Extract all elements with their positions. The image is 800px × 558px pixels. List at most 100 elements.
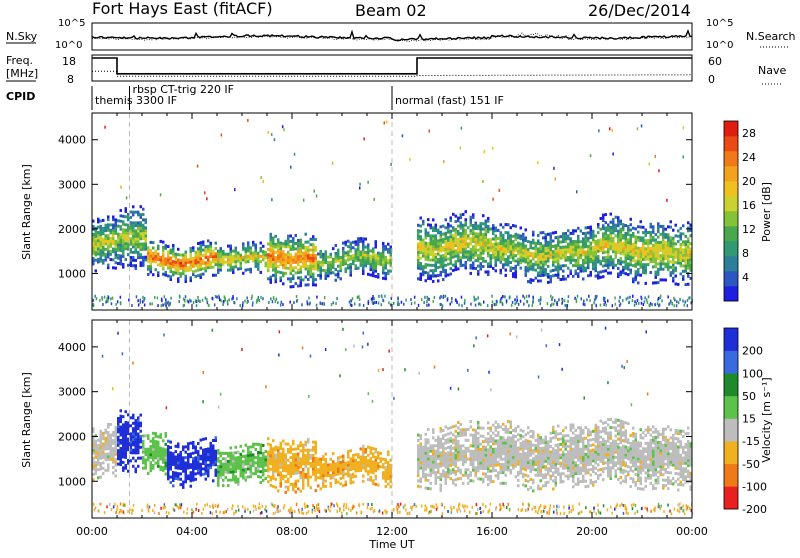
range-time-cell [182, 462, 185, 465]
range-time-cell [567, 243, 570, 246]
range-time-cell [202, 438, 205, 441]
range-time-cell [305, 441, 308, 444]
range-time-cell [170, 454, 173, 457]
range-time-cell [322, 463, 325, 466]
range-time-cell [547, 260, 550, 263]
range-time-cell [122, 434, 125, 437]
range-time-cell [547, 273, 550, 276]
range-time-cell [427, 223, 430, 226]
noise-cell [478, 303, 480, 306]
range-time-cell [107, 458, 110, 461]
range-time-cell [277, 246, 280, 249]
range-time-cell [192, 460, 195, 463]
range-time-cell [422, 239, 425, 242]
range-time-cell [425, 255, 428, 258]
range-time-cell [172, 263, 175, 266]
range-time-cell [455, 451, 458, 454]
range-time-cell [432, 458, 435, 461]
range-time-cell [102, 445, 105, 448]
range-time-cell [240, 254, 243, 257]
range-time-cell [95, 453, 98, 456]
range-time-cell [270, 254, 273, 257]
range-time-cell [117, 430, 120, 433]
range-time-cell [627, 254, 630, 257]
range-time-cell [102, 262, 105, 265]
range-time-cell [225, 476, 228, 479]
range-time-cell [657, 228, 660, 231]
range-time-cell [205, 256, 208, 259]
range-time-cell [110, 245, 113, 248]
range-time-cell [347, 453, 350, 456]
range-time-cell [465, 261, 468, 264]
range-time-cell [587, 239, 590, 242]
sparse-echo-cell [271, 133, 273, 136]
range-time-cell [222, 255, 225, 258]
range-time-cell [597, 277, 600, 280]
range-time-cell [445, 248, 448, 251]
noise-cell [516, 296, 518, 299]
range-time-cell [285, 443, 288, 446]
range-time-cell [272, 477, 275, 480]
range-time-cell [597, 258, 600, 261]
range-time-cell [532, 241, 535, 244]
range-time-cell [320, 469, 323, 472]
range-time-cell [492, 254, 495, 257]
noise-cell [615, 303, 617, 306]
sparse-echo-cell [120, 186, 122, 189]
range-time-cell [165, 260, 168, 263]
range-time-cell [597, 255, 600, 258]
range-time-cell [657, 254, 660, 257]
range-time-cell [235, 263, 238, 266]
range-time-cell [265, 262, 268, 265]
range-time-cell [232, 452, 235, 455]
range-time-cell [365, 264, 368, 267]
range-time-cell [297, 244, 300, 247]
range-time-cell [115, 426, 118, 429]
range-time-cell [447, 465, 450, 468]
range-time-cell [600, 241, 603, 244]
range-time-cell [650, 223, 653, 226]
range-time-cell [250, 475, 253, 478]
range-time-cell [320, 250, 323, 253]
range-time-cell [667, 252, 670, 255]
range-time-cell [195, 254, 198, 257]
noise-cell [199, 300, 201, 303]
noise-cell [257, 298, 259, 301]
range-time-cell [332, 476, 335, 479]
range-time-cell [617, 246, 620, 249]
range-time-cell [102, 243, 105, 246]
range-time-cell [310, 265, 313, 268]
noise-cell [614, 297, 616, 300]
range-time-cell [332, 463, 335, 466]
range-time-cell [277, 465, 280, 468]
range-time-cell [607, 261, 610, 264]
noise-cell [195, 299, 197, 302]
sparse-echo-cell [294, 153, 296, 156]
range-time-cell [477, 227, 480, 230]
range-time-cell [100, 449, 103, 452]
noise-cell [584, 303, 586, 306]
range-time-cell [680, 259, 683, 262]
range-time-cell [337, 265, 340, 268]
range-time-cell [337, 481, 340, 484]
range-time-cell [217, 250, 220, 253]
range-time-cell [275, 486, 278, 489]
range-time-cell [675, 269, 678, 272]
range-time-cell [107, 234, 110, 237]
range-time-cell [125, 210, 128, 213]
range-time-cell [102, 227, 105, 230]
noise-cell [512, 301, 514, 304]
noise-cell [227, 300, 229, 303]
range-time-cell [150, 241, 153, 244]
range-time-cell [417, 434, 420, 437]
range-time-cell [450, 216, 453, 219]
range-time-cell [460, 237, 463, 240]
range-time-cell [262, 253, 265, 256]
range-time-cell [612, 242, 615, 245]
range-time-cell [557, 244, 560, 247]
range-time-cell [252, 241, 255, 244]
range-time-cell [457, 259, 460, 262]
range-time-cell [452, 458, 455, 461]
range-time-cell [292, 274, 295, 277]
range-time-cell [470, 259, 473, 262]
